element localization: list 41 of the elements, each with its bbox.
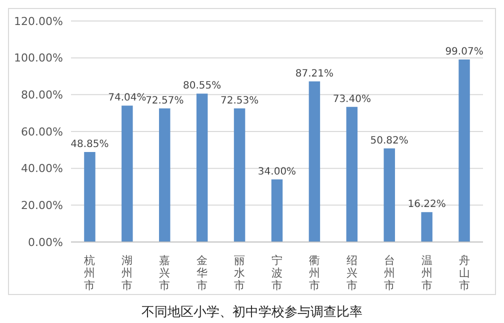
x-tick-label: 丽水市 [234, 254, 246, 292]
y-tick-label: 40.00% [21, 162, 63, 176]
x-tick-label: 台州市 [384, 254, 395, 292]
x-tick-label: 宁波市 [272, 254, 282, 292]
data-label: 50.82% [370, 135, 408, 146]
bar [421, 212, 432, 242]
y-tick-label: 100.00% [14, 52, 63, 65]
data-label: 73.40% [332, 94, 371, 105]
bar [196, 94, 208, 242]
data-label: 16.22% [408, 199, 446, 210]
y-tick-label: 80.00% [21, 88, 63, 102]
bar [84, 152, 96, 242]
y-tick-label: 60.00% [21, 125, 63, 138]
bar [458, 60, 470, 242]
data-label: 72.57% [146, 95, 184, 106]
bar [234, 108, 246, 242]
data-label: 80.55% [183, 80, 222, 92]
x-tick-label: 温州市 [421, 254, 432, 292]
x-tick-label: 金华市 [196, 254, 208, 292]
data-label: 72.53% [220, 95, 259, 106]
x-tick-label: 衢州市 [308, 254, 320, 292]
text: 不同地区小学、初中学校参与调查比率 [140, 304, 364, 321]
y-tick-label: 0.00% [28, 236, 63, 249]
y-tick-label: 120.00% [14, 14, 63, 28]
y-tick-label: 20.00% [21, 199, 63, 212]
bar [159, 108, 170, 242]
bar [271, 179, 283, 242]
bar [122, 106, 133, 242]
data-label: 48.85% [70, 139, 109, 150]
data-label: 34.00% [258, 166, 296, 178]
bar [384, 148, 395, 242]
x-tick-label: 湖州市 [122, 254, 133, 292]
bar [346, 106, 358, 242]
data-label: 87.21% [295, 68, 334, 80]
data-label: 74.04% [108, 92, 146, 104]
bar [308, 81, 320, 242]
data-label: 99.07% [445, 46, 484, 58]
x-tick-label: 绍兴市 [346, 254, 358, 292]
x-tick-label: 舟山市 [458, 254, 470, 292]
x-tick-label: 嘉兴市 [159, 254, 170, 292]
x-tick-label: 杭州市 [83, 254, 96, 292]
